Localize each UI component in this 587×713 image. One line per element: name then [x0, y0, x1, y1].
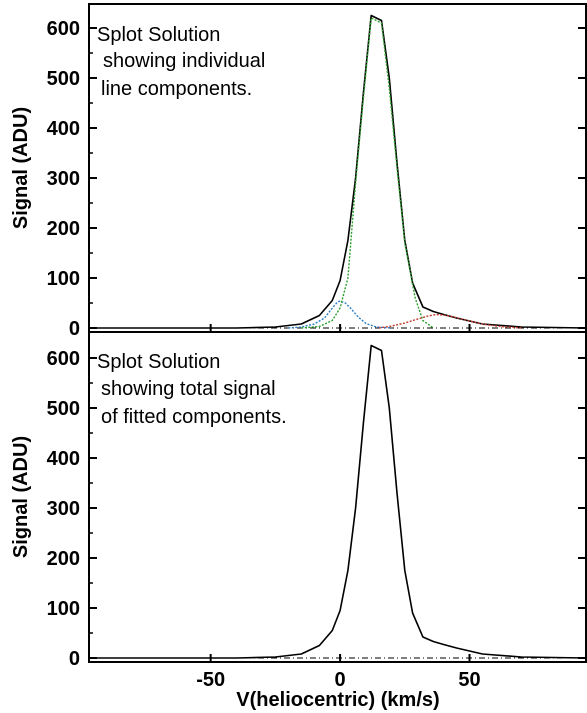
- top-panel-series: [89, 14, 587, 329]
- series-line-2: [301, 17, 434, 329]
- bottom-annotation-line-3: of fitted components.: [101, 406, 287, 428]
- y-tick-label: 400: [47, 118, 80, 140]
- y-tick-label: 0: [69, 318, 80, 340]
- bottom-panel-frame: [88, 331, 587, 663]
- top-annotation-line-3: line components.: [101, 78, 252, 100]
- top-annotation-line-2: showing individual: [103, 50, 265, 72]
- bottom-panel: 0 100 200 300 400 500 600 -50 0 50 Splot Solution…: [10, 331, 587, 711]
- y-tick-label: 600: [47, 348, 80, 370]
- x-tick-label: -50: [196, 669, 225, 691]
- bottom-panel-annotation: Splot Solution showing total signal of f…: [97, 351, 287, 428]
- y-tick-label: 200: [47, 548, 80, 570]
- y-tick-label: 500: [47, 68, 80, 90]
- top-panel: 0 100 200 300 400 500 600 Splot Solution showi…: [10, 3, 587, 340]
- y-tick-label: 400: [47, 448, 80, 470]
- y-tick-label: 200: [47, 218, 80, 240]
- y-tick-label: 300: [47, 168, 80, 190]
- top-panel-annotation: Splot Solution showing individual line c…: [97, 24, 271, 100]
- top-y-axis-label: Signal (ADU): [10, 107, 32, 229]
- series-line-0: [89, 344, 587, 659]
- x-axis-label: V(heliocentric) (km/s): [236, 689, 439, 711]
- top-annotation-line-1: Splot Solution: [97, 24, 220, 46]
- y-tick-label: 300: [47, 498, 80, 520]
- x-tick-label: 50: [458, 669, 480, 691]
- bottom-panel-series: [89, 344, 587, 659]
- bottom-y-axis-label: Signal (ADU): [10, 436, 32, 558]
- y-tick-label: 0: [69, 648, 80, 670]
- y-tick-label: 600: [47, 18, 80, 40]
- y-tick-label: 500: [47, 398, 80, 420]
- y-tick-label: 100: [47, 598, 80, 620]
- top-panel-ticks: 0 100 200 300 400 500 600: [47, 18, 586, 340]
- x-tick-label: 0: [335, 669, 346, 691]
- bottom-annotation-line-1: Splot Solution: [97, 351, 220, 373]
- y-tick-label: 100: [47, 268, 80, 290]
- series-line-1: [288, 300, 392, 329]
- bottom-annotation-line-2: showing total signal: [101, 378, 276, 400]
